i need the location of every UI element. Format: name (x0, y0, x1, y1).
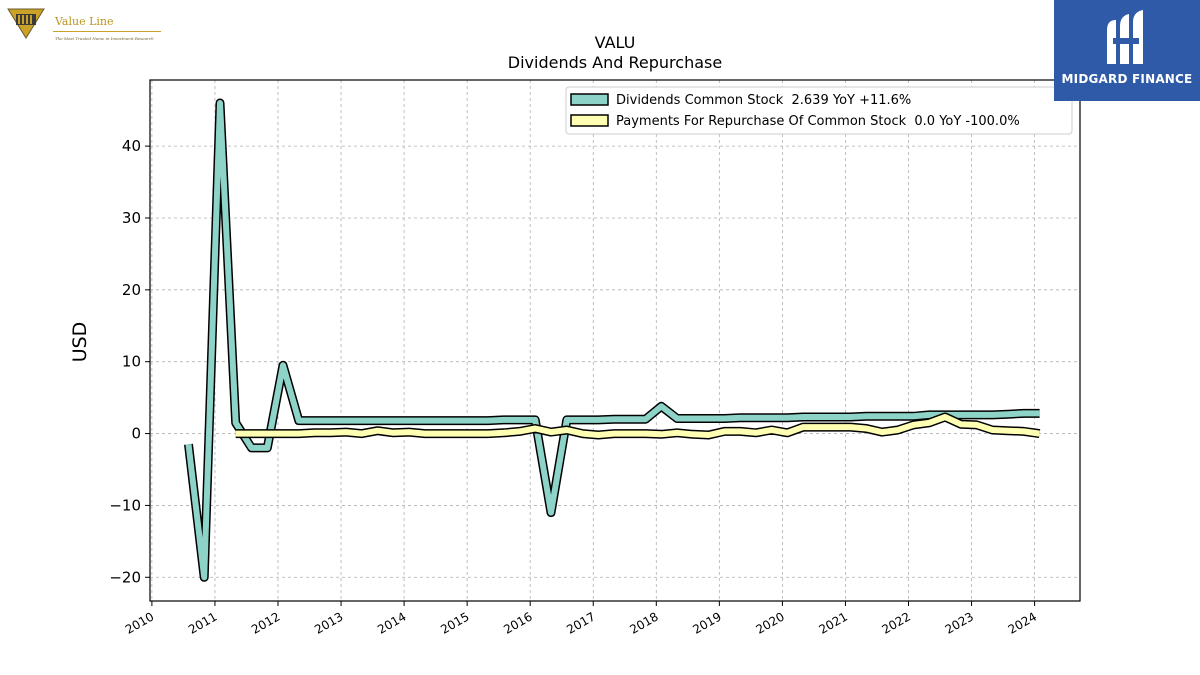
value-line-emblem-icon (7, 8, 45, 39)
x-tick-label: 2023 (943, 609, 976, 636)
midgard-monogram-icon (1107, 10, 1143, 64)
plot-frame (149, 79, 1081, 602)
legend-label-repurchase: Payments For Repurchase Of Common Stock … (616, 114, 1020, 129)
value-line-logo: Value Line The Most Trusted Name in Inve… (6, 6, 166, 41)
y-tick-label: 40 (122, 137, 141, 155)
x-tick-label: 2014 (375, 609, 408, 636)
x-tick-label: 2019 (690, 609, 723, 636)
legend-swatch-repurchase (570, 114, 609, 127)
x-tick-label: 2011 (186, 609, 219, 636)
y-tick-label: 0 (131, 425, 141, 443)
x-tick-label: 2016 (501, 609, 534, 636)
x-tick-label: 2013 (312, 609, 345, 636)
grid (150, 80, 1080, 601)
series-line-dividends (185, 100, 1040, 581)
brand-name: MIDGARD FINANCE (1061, 72, 1193, 86)
chart-title: VALU (595, 33, 636, 52)
series-outline-dividends (184, 98, 1040, 582)
midgard-finance-logo: MIDGARD FINANCE (1054, 0, 1200, 101)
y-tick-label: 20 (122, 281, 141, 299)
ticks: 2010 2011 2012 2013 2014 2015 2016 2017 2018 2019… (109, 137, 1039, 637)
series-line-repurchase (235, 414, 1041, 438)
x-tick-label: 2015 (438, 609, 471, 636)
x-tick-label: 2012 (249, 609, 282, 636)
y-tick-label: 10 (122, 353, 141, 371)
series-layer (184, 98, 1041, 582)
legend-box (565, 86, 1073, 135)
x-tick-label: 2024 (1006, 609, 1039, 636)
x-tick-label: 2022 (880, 609, 913, 636)
x-tick-label: 2018 (627, 609, 660, 636)
legend-swatch-dividends (570, 93, 609, 106)
x-tick-label: 2020 (753, 609, 786, 636)
y-tick-label: −10 (109, 496, 141, 514)
y-axis-label: USD (69, 322, 91, 363)
x-tick-label: 2017 (564, 609, 597, 636)
y-tick-label: 30 (122, 209, 141, 227)
chart-subtitle: Dividends And Repurchase (508, 53, 722, 72)
legend-label-dividends: Dividends Common Stock 2.639 YoY +11.6% (616, 93, 911, 108)
value-line-tagline: The Most Trusted Name in Investment Rese… (55, 36, 154, 41)
x-tick-label: 2021 (816, 609, 849, 636)
legend: Dividends Common Stock 2.639 YoY +11.6% … (565, 86, 1073, 135)
value-line-name: Value Line (55, 15, 114, 28)
value-line-rule (53, 31, 161, 32)
y-tick-label: −20 (109, 568, 141, 586)
x-tick-label: 2010 (123, 609, 156, 636)
